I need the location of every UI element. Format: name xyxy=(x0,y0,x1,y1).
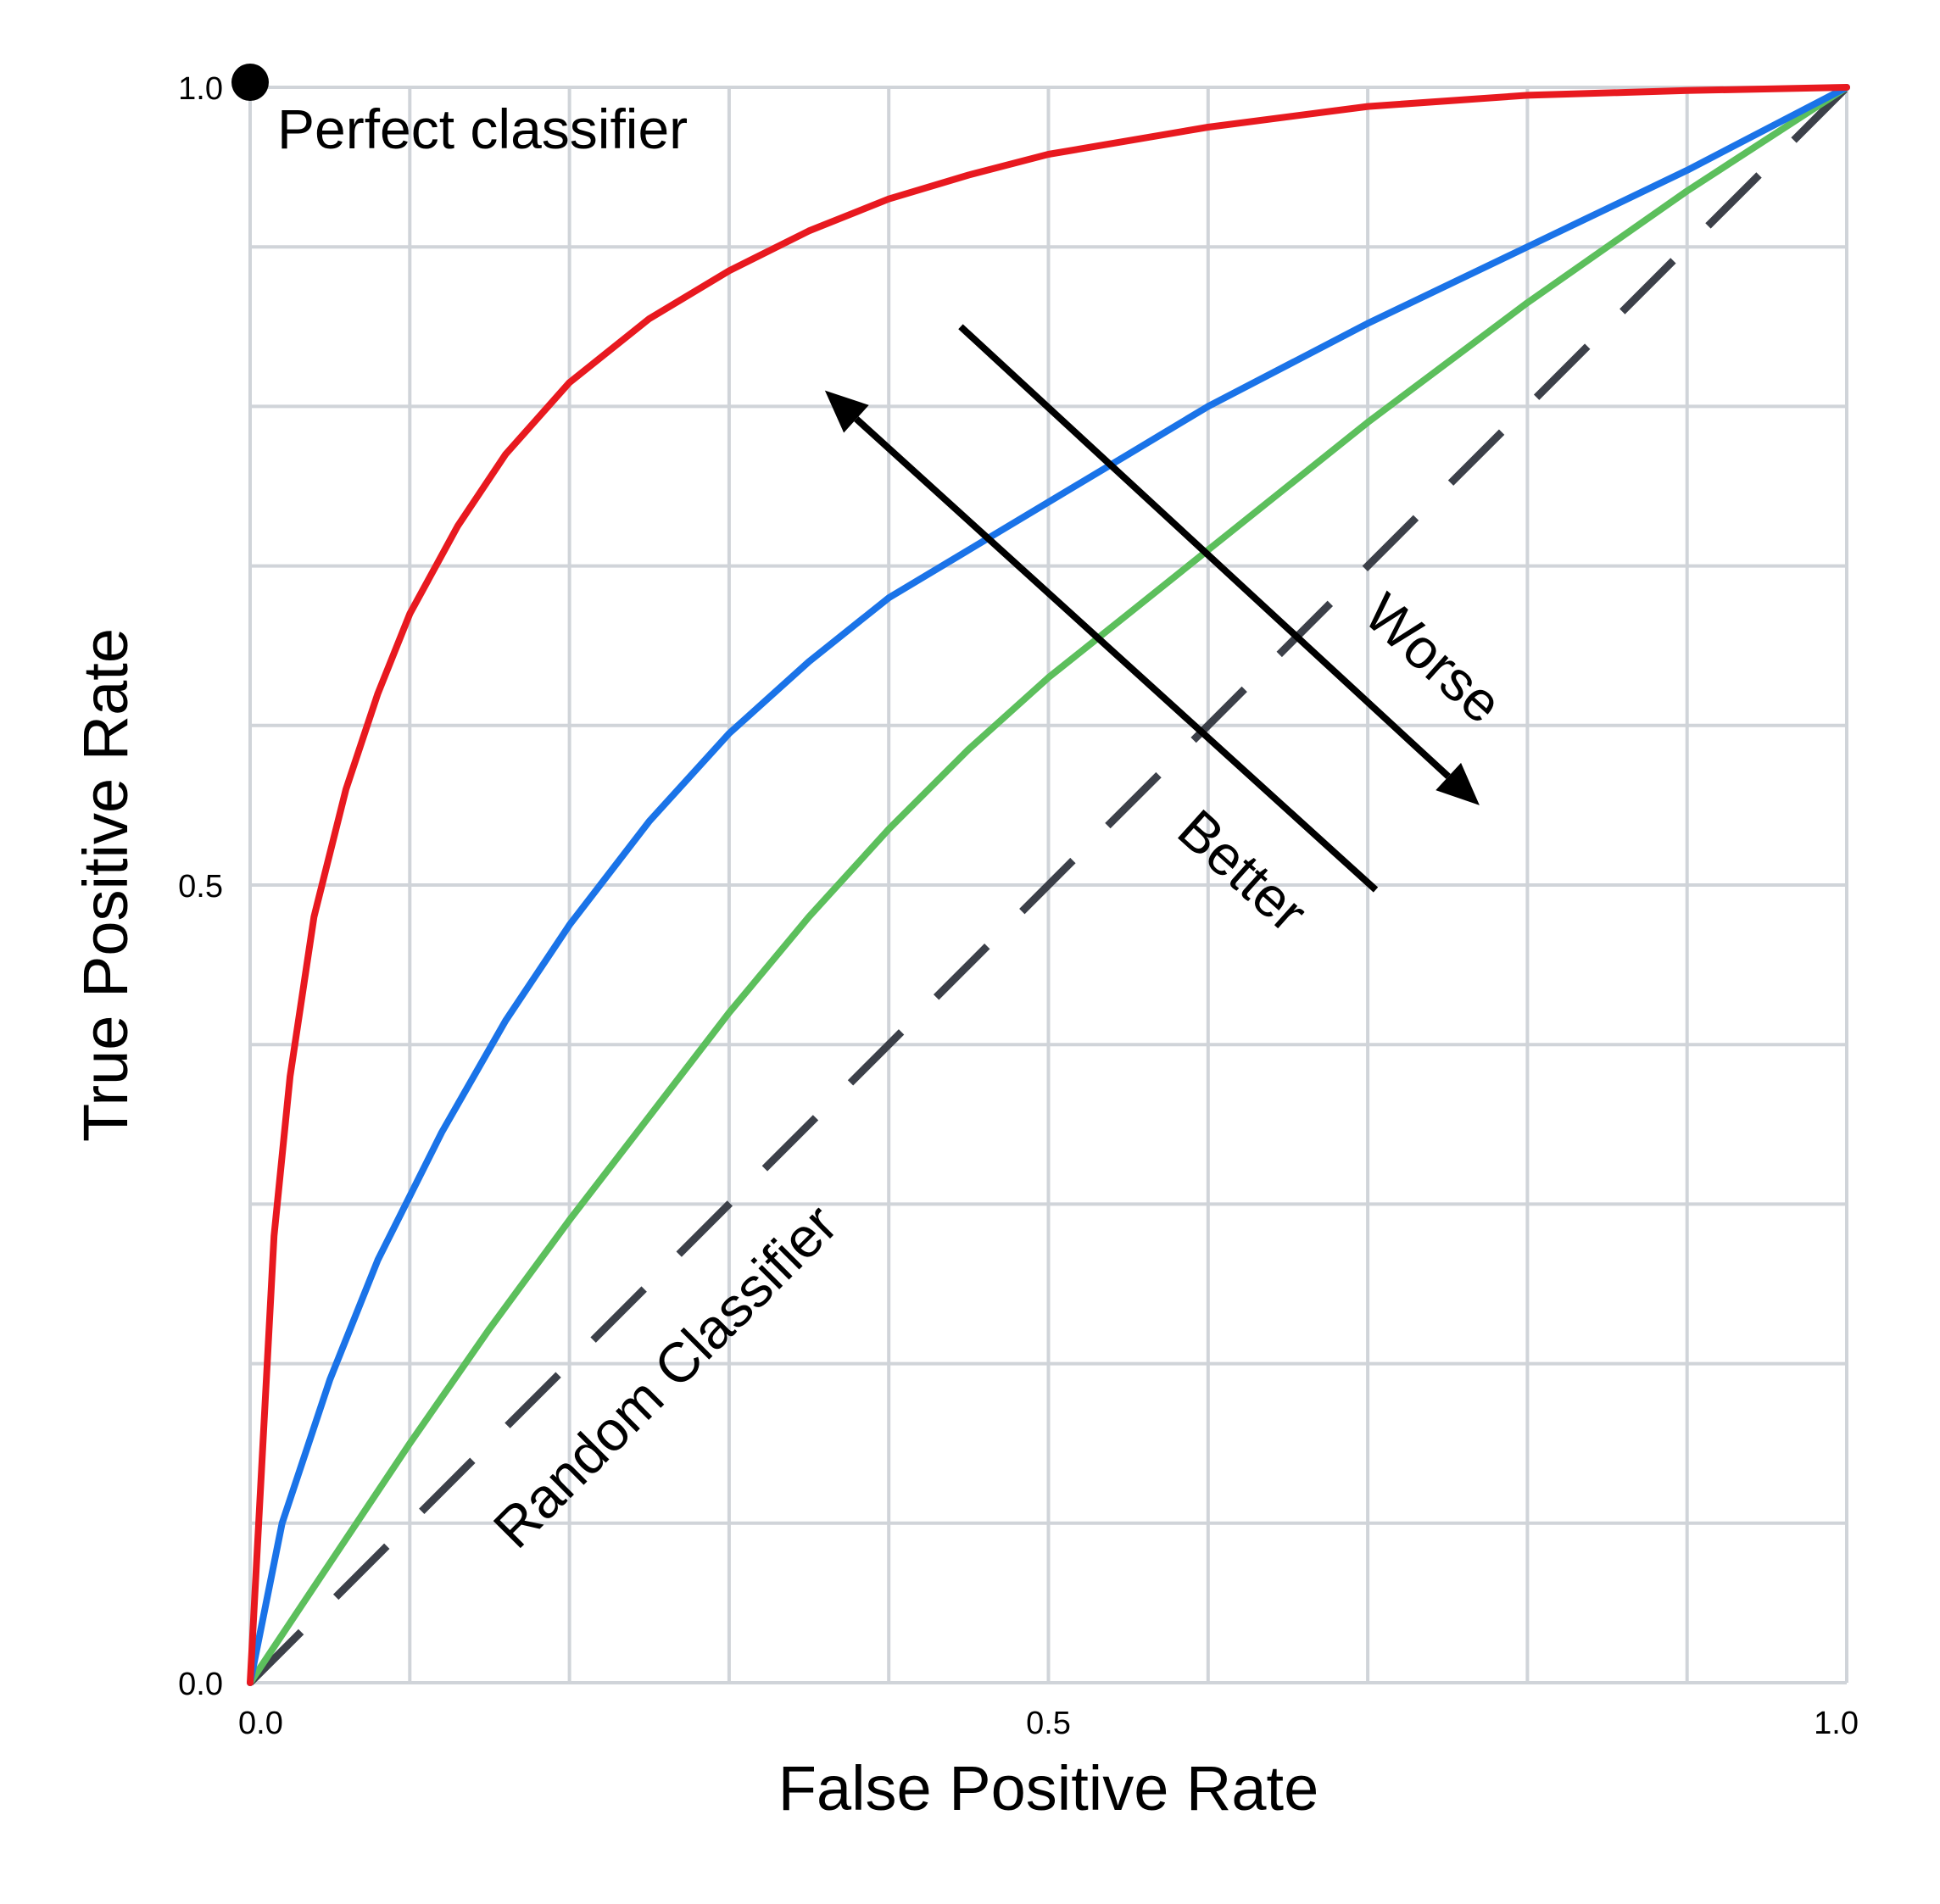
worse-arrow-shaft xyxy=(958,324,1451,779)
x-tick-label: 1.0 xyxy=(1814,1706,1859,1741)
better-arrow-shaft xyxy=(854,416,1379,893)
roc-curve-line xyxy=(247,84,1850,1686)
series-group xyxy=(247,84,1850,1686)
x-axis-label: False Positive Rate xyxy=(778,1753,1319,1823)
x-tick-label: 0.0 xyxy=(238,1706,283,1741)
y-axis-label: True Positive Rate xyxy=(70,628,141,1142)
worse-arrow-head xyxy=(1435,762,1480,805)
ticks-group: 0.0 0.5 1.0 0.0 0.5 1.0 xyxy=(178,71,1859,1741)
roc-curve-line xyxy=(247,84,1850,1686)
x-tick-label: 0.5 xyxy=(1026,1706,1071,1741)
random-classifier-line xyxy=(247,84,1850,1686)
roc-curve-line xyxy=(247,84,1850,1686)
y-tick-label: 1.0 xyxy=(178,71,223,107)
perfect-classifier-label: Perfect classifier xyxy=(277,97,688,160)
perfect-classifier-point xyxy=(231,64,269,101)
arrows-group xyxy=(824,324,1480,893)
y-tick-label: 0.5 xyxy=(178,869,223,905)
random-classifier-label: Random Classifier xyxy=(482,1192,850,1560)
better-arrow-head xyxy=(824,390,869,433)
y-tick-label: 0.0 xyxy=(178,1667,223,1702)
